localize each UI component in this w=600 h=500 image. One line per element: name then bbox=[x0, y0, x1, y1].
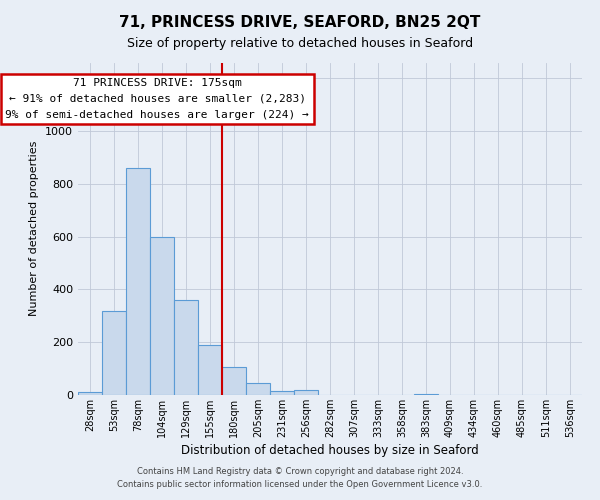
Text: Size of property relative to detached houses in Seaford: Size of property relative to detached ho… bbox=[127, 38, 473, 51]
Bar bbox=[198, 345, 222, 395]
Bar bbox=[78, 392, 102, 395]
Bar bbox=[270, 391, 294, 395]
Text: Contains HM Land Registry data © Crown copyright and database right 2024.
Contai: Contains HM Land Registry data © Crown c… bbox=[118, 468, 482, 489]
Y-axis label: Number of detached properties: Number of detached properties bbox=[29, 141, 40, 316]
Bar bbox=[222, 368, 246, 395]
Bar bbox=[126, 168, 150, 395]
Bar bbox=[102, 310, 126, 395]
Text: 71 PRINCESS DRIVE: 175sqm
← 91% of detached houses are smaller (2,283)
9% of sem: 71 PRINCESS DRIVE: 175sqm ← 91% of detac… bbox=[5, 78, 309, 120]
Bar bbox=[246, 383, 270, 395]
Bar bbox=[174, 300, 198, 395]
Bar bbox=[150, 236, 174, 395]
X-axis label: Distribution of detached houses by size in Seaford: Distribution of detached houses by size … bbox=[181, 444, 479, 457]
Bar bbox=[294, 390, 318, 395]
Text: 71, PRINCESS DRIVE, SEAFORD, BN25 2QT: 71, PRINCESS DRIVE, SEAFORD, BN25 2QT bbox=[119, 15, 481, 30]
Bar bbox=[414, 394, 438, 395]
